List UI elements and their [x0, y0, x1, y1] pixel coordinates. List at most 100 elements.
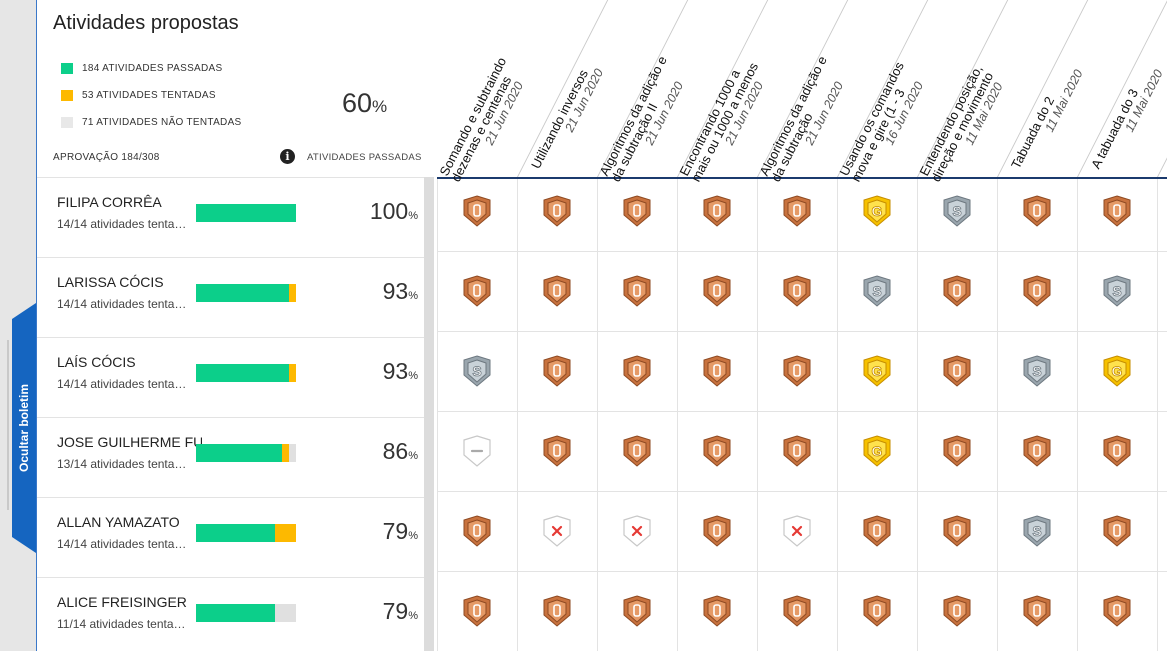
- activity-cell[interactable]: [677, 571, 757, 651]
- activity-cell[interactable]: [997, 571, 1077, 651]
- row-line: [437, 251, 1167, 252]
- student-row[interactable]: ALICE FREISINGER 11/14 atividades tentada…: [37, 577, 424, 657]
- bronze-badge-icon: [702, 275, 732, 307]
- activity-cell[interactable]: [517, 571, 597, 651]
- activity-cell[interactable]: S: [997, 491, 1077, 571]
- activity-cell[interactable]: [597, 331, 677, 411]
- bronze-badge-icon: [702, 435, 732, 467]
- student-pct-sign: %: [408, 450, 418, 462]
- activity-cell[interactable]: [917, 251, 997, 331]
- student-row[interactable]: JOSE GUILHERME FUT 13/14 atividades tenta…: [37, 417, 424, 497]
- student-name[interactable]: FILIPA CORRÊA: [57, 194, 162, 210]
- activity-cell[interactable]: G: [837, 411, 917, 491]
- progress-passed: [196, 284, 289, 302]
- resize-handle[interactable]: [7, 340, 9, 510]
- activity-cell[interactable]: G: [837, 171, 917, 251]
- header-divider: [1157, 0, 1167, 177]
- student-name[interactable]: LARISSA CÓCIS: [57, 274, 164, 290]
- activity-header[interactable]: Somando e subtraindo dezenas e centenas 21…: [437, 55, 532, 190]
- activity-cell[interactable]: G: [1077, 331, 1157, 411]
- activity-cell[interactable]: [517, 171, 597, 251]
- activity-cell[interactable]: [677, 171, 757, 251]
- activity-cell[interactable]: [437, 251, 517, 331]
- activity-cell[interactable]: [597, 571, 677, 651]
- activity-cell[interactable]: [837, 571, 917, 651]
- bronze-badge-icon: [782, 195, 812, 227]
- activity-cell[interactable]: S: [437, 331, 517, 411]
- activity-cell[interactable]: [517, 251, 597, 331]
- activity-cell[interactable]: [917, 571, 997, 651]
- student-name[interactable]: ALLAN YAMAZATO: [57, 514, 180, 530]
- bronze-badge-icon: [462, 515, 492, 547]
- silver-badge-icon: S: [862, 275, 892, 307]
- activity-cell[interactable]: S: [997, 331, 1077, 411]
- activity-cell[interactable]: [597, 171, 677, 251]
- activity-cell[interactable]: [677, 411, 757, 491]
- activity-cell[interactable]: [517, 331, 597, 411]
- activity-cell[interactable]: [677, 491, 757, 571]
- svg-text:S: S: [1032, 523, 1041, 539]
- approval-count: APROVAÇÃO 184/308: [53, 152, 160, 163]
- student-row[interactable]: LAÍS CÓCIS 14/14 atividades tentadas 93%: [37, 337, 424, 417]
- activity-headers: Somando e subtraindo dezenas e centenas 21…: [437, 0, 1167, 184]
- activity-cell[interactable]: [757, 171, 837, 251]
- column-line: [917, 179, 918, 651]
- activity-cell[interactable]: [437, 491, 517, 571]
- column-line: [517, 179, 518, 651]
- student-pct-value: 79: [382, 518, 409, 544]
- activity-cell[interactable]: G: [837, 331, 917, 411]
- activity-cell[interactable]: [1077, 171, 1157, 251]
- activity-cell[interactable]: [997, 251, 1077, 331]
- activity-cell[interactable]: [757, 571, 837, 651]
- activity-cell[interactable]: S: [917, 171, 997, 251]
- student-name[interactable]: ALICE FREISINGER: [57, 594, 187, 610]
- student-row[interactable]: FILIPA CORRÊA 14/14 atividades tentadas 10…: [37, 177, 424, 257]
- activity-cell[interactable]: [757, 251, 837, 331]
- bronze-badge-icon: [942, 355, 972, 387]
- activity-cell[interactable]: [677, 331, 757, 411]
- student-row[interactable]: ALLAN YAMAZATO 14/14 atividades tentadas 7…: [37, 497, 424, 577]
- activity-cell[interactable]: [1077, 491, 1157, 571]
- activity-cell[interactable]: [757, 331, 837, 411]
- svg-text:S: S: [1112, 283, 1121, 299]
- student-name[interactable]: JOSE GUILHERME FUT: [57, 434, 202, 450]
- student-attempts: 14/14 atividades tentadas: [57, 297, 187, 311]
- activity-cell[interactable]: [597, 411, 677, 491]
- activity-cell[interactable]: S: [837, 251, 917, 331]
- activity-cell[interactable]: [837, 491, 917, 571]
- activity-cell[interactable]: [1077, 571, 1157, 651]
- passed-sort-label[interactable]: ATIVIDADES PASSADAS: [307, 152, 422, 163]
- left-strip: Ocultar boletim: [0, 0, 37, 651]
- activity-cell[interactable]: [597, 491, 677, 571]
- hide-report-tab[interactable]: Ocultar boletim: [12, 303, 36, 553]
- student-percentage: 86%: [383, 438, 418, 465]
- activity-cell[interactable]: [437, 411, 517, 491]
- activity-cell[interactable]: [757, 411, 837, 491]
- activity-cell[interactable]: [997, 171, 1077, 251]
- activity-cell[interactable]: [437, 571, 517, 651]
- activity-cell[interactable]: [517, 411, 597, 491]
- activity-cell[interactable]: [1077, 411, 1157, 491]
- activity-cell[interactable]: [677, 251, 757, 331]
- activity-cell[interactable]: [917, 411, 997, 491]
- activity-cell[interactable]: [997, 411, 1077, 491]
- column-line: [757, 179, 758, 651]
- activity-cell[interactable]: [917, 491, 997, 571]
- gold-badge-icon: G: [862, 435, 892, 467]
- scrollbar[interactable]: [424, 177, 434, 651]
- activity-cell[interactable]: [917, 331, 997, 411]
- progress-passed: [196, 444, 282, 462]
- student-percentage: 79%: [383, 598, 418, 625]
- silver-badge-icon: S: [942, 195, 972, 227]
- activity-cell[interactable]: [757, 491, 837, 571]
- student-row[interactable]: LARISSA CÓCIS 14/14 atividades tentadas 93…: [37, 257, 424, 337]
- overall-pct-sign: %: [372, 97, 388, 116]
- activity-cell[interactable]: [517, 491, 597, 571]
- activity-cell[interactable]: S: [1077, 251, 1157, 331]
- info-icon[interactable]: i: [280, 149, 295, 164]
- activity-cell[interactable]: [437, 171, 517, 251]
- column-line: [997, 179, 998, 651]
- student-name[interactable]: LAÍS CÓCIS: [57, 354, 136, 370]
- activity-cell[interactable]: [597, 251, 677, 331]
- student-pct-value: 86: [382, 438, 409, 464]
